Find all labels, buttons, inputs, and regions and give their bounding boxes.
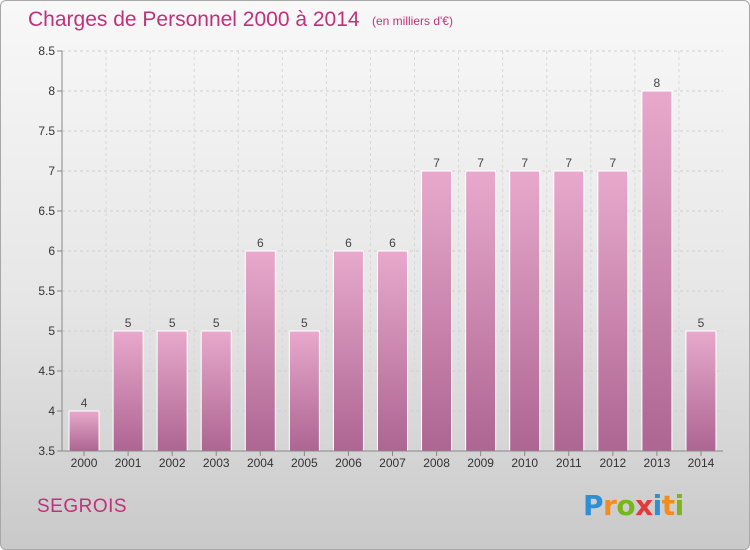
bars — [68, 90, 717, 452]
x-tick-label: 2009 — [467, 456, 494, 470]
x-tick-label: 2001 — [115, 456, 142, 470]
labels: 3.5 4 4.5 5 5.5 6 6.5 7 7.5 8 8.5 4 2000 5 2001 5 2002 5 2… — [38, 44, 714, 470]
bar — [200, 330, 232, 452]
data-label: 5 — [125, 316, 132, 330]
bar — [68, 410, 100, 452]
axes — [57, 50, 723, 456]
logo-letter: r — [603, 489, 617, 522]
data-label: 4 — [81, 396, 88, 410]
x-tick-label: 2000 — [71, 456, 98, 470]
y-tick-label: 8 — [48, 84, 55, 98]
x-tick-label: 2012 — [599, 456, 626, 470]
bar — [332, 250, 364, 452]
y-tick-label: 4 — [48, 404, 55, 418]
y-tick-label: 5 — [48, 324, 55, 338]
x-tick-label: 2005 — [291, 456, 318, 470]
y-tick-label: 6.5 — [38, 204, 55, 218]
bar — [112, 330, 144, 452]
x-tick-label: 2006 — [335, 456, 362, 470]
data-label: 8 — [654, 76, 661, 90]
bar — [156, 330, 188, 452]
x-tick-label: 2014 — [688, 456, 715, 470]
proxiti-logo: Proxiti — [583, 489, 684, 522]
data-label: 6 — [257, 236, 264, 250]
x-tick-label: 2010 — [511, 456, 538, 470]
data-label: 5 — [698, 316, 705, 330]
y-tick-label: 3.5 — [38, 444, 55, 458]
bar — [465, 170, 497, 452]
bar — [553, 170, 585, 452]
data-label: 7 — [565, 156, 572, 170]
y-tick-label: 7 — [48, 164, 55, 178]
x-tick-label: 2004 — [247, 456, 274, 470]
bar — [597, 170, 629, 452]
data-label: 7 — [609, 156, 616, 170]
data-label: 5 — [301, 316, 308, 330]
data-label: 7 — [521, 156, 528, 170]
logo-letter: x — [635, 489, 653, 522]
commune-name: SEGROIS — [37, 496, 128, 517]
y-tick-label: 6 — [48, 244, 55, 258]
y-tick-label: 7.5 — [38, 124, 55, 138]
logo-letter: o — [616, 489, 636, 522]
bar — [685, 330, 717, 452]
x-tick-label: 2008 — [423, 456, 450, 470]
bar — [244, 250, 276, 452]
bar — [288, 330, 320, 452]
bar — [377, 250, 408, 452]
logo-letter: t — [661, 489, 675, 522]
chart-title: Charges de Personnel 2000 à 2014 — [28, 8, 360, 31]
x-tick-label: 2011 — [556, 456, 582, 470]
data-label: 5 — [169, 316, 176, 330]
logo-letter: P — [583, 489, 604, 522]
logo-letter: i — [674, 489, 685, 522]
data-label: 6 — [345, 236, 352, 250]
bar — [421, 170, 453, 452]
y-tick-label: 5.5 — [38, 284, 55, 298]
x-tick-label: 2007 — [379, 456, 406, 470]
logo-letter: i — [652, 489, 663, 522]
y-tick-label: 8.5 — [38, 44, 55, 58]
x-tick-label: 2002 — [159, 456, 186, 470]
data-label: 5 — [213, 316, 220, 330]
y-tick-label: 4.5 — [38, 364, 55, 378]
x-tick-label: 2003 — [203, 456, 230, 470]
chart-unit: (en milliers d'€) — [372, 14, 453, 28]
data-label: 7 — [433, 156, 440, 170]
bar — [509, 170, 541, 452]
data-label: 7 — [477, 156, 484, 170]
data-label: 6 — [389, 236, 396, 250]
bar — [641, 90, 673, 452]
x-tick-label: 2013 — [644, 456, 671, 470]
